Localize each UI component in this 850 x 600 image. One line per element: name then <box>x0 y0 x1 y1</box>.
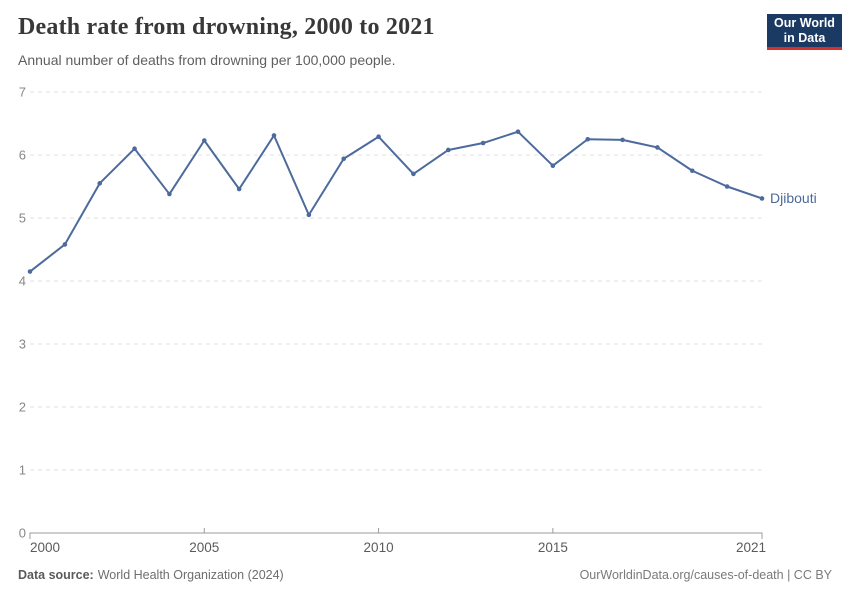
data-point-2016[interactable] <box>585 136 591 142</box>
data-point-2002[interactable] <box>97 181 103 186</box>
x-axis-label-2021: 2021 <box>736 540 766 555</box>
x-axis-label-2005: 2005 <box>189 540 219 555</box>
data-point-2001[interactable] <box>62 242 68 247</box>
series-line-djibouti[interactable] <box>29 130 763 273</box>
data-source-value: World Health Organization (2024) <box>97 568 284 582</box>
logo-line2: in Data <box>783 30 826 45</box>
data-point-2010[interactable] <box>376 134 381 140</box>
y-axis-label-7: 7 <box>19 85 26 100</box>
data-point-2008[interactable] <box>306 212 312 218</box>
y-axis-label-4: 4 <box>19 274 26 289</box>
data-point-2017[interactable] <box>620 137 625 143</box>
data-point-2014[interactable] <box>515 129 521 134</box>
y-axis-label-2: 2 <box>19 400 26 415</box>
owid-logo[interactable]: Our World in Data <box>767 14 842 50</box>
data-point-2006[interactable] <box>236 186 242 192</box>
y-axis-label-3: 3 <box>19 337 26 352</box>
data-point-2009[interactable] <box>341 156 347 162</box>
data-point-2004[interactable] <box>167 191 172 197</box>
data-point-2013[interactable] <box>480 140 486 146</box>
data-point-2005[interactable] <box>201 138 207 143</box>
data-point-2000[interactable] <box>27 269 33 274</box>
chart-footer: Data source: World Health Organization (2… <box>18 568 832 582</box>
y-axis-label-1: 1 <box>19 463 26 478</box>
data-point-2003[interactable] <box>132 146 137 151</box>
y-axis-label-5: 5 <box>19 211 26 226</box>
data-point-2019[interactable] <box>689 168 695 174</box>
data-point-2011[interactable] <box>411 171 416 177</box>
logo-line1: Our World <box>774 15 835 30</box>
y-axis-label-0: 0 <box>19 526 26 541</box>
data-point-2020[interactable] <box>724 184 730 189</box>
x-axis-label-2010: 2010 <box>364 540 394 555</box>
license-note: OurWorldinData.org/causes-of-death | CC … <box>579 568 832 582</box>
data-point-2012[interactable] <box>445 147 451 153</box>
data-point-2018[interactable] <box>655 145 660 150</box>
data-point-2007[interactable] <box>271 133 277 138</box>
x-axis-label-2015: 2015 <box>538 540 568 555</box>
x-axis-label-2000: 2000 <box>30 540 60 555</box>
data-point-2015[interactable] <box>550 163 556 169</box>
y-axis-label-6: 6 <box>19 148 26 163</box>
data-source-label: Data source: <box>18 568 94 582</box>
series-label[interactable]: Djibouti <box>770 190 817 206</box>
data-source: Data source: World Health Organization (2… <box>18 568 284 582</box>
page-title: Death rate from drowning, 2000 to 2021 <box>18 14 435 40</box>
chart-subtitle: Annual number of deaths from drowning pe… <box>18 52 396 68</box>
data-point-2021[interactable] <box>759 196 765 201</box>
